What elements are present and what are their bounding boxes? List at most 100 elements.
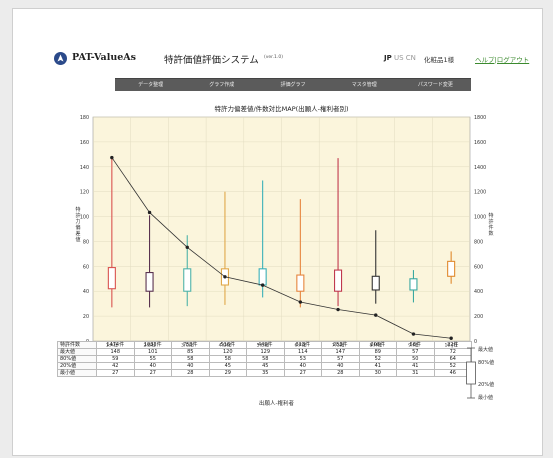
- y-tick-right: 1400: [474, 165, 486, 171]
- table-row: 最大値 148 101 85 120 129 114 147 89 57 72: [57, 348, 472, 356]
- menu-password[interactable]: パスワード変更: [417, 82, 453, 88]
- table-cell: 59: [96, 355, 135, 363]
- menu-graph-create[interactable]: グラフ作成: [209, 82, 235, 88]
- y-tick-left: 160: [80, 140, 89, 146]
- table-cell: 753件: [171, 341, 210, 349]
- box-body: [409, 278, 418, 291]
- table-cell: 28: [321, 369, 360, 377]
- lang-us-link[interactable]: US: [393, 54, 404, 62]
- table-cell: 1474件: [96, 341, 135, 349]
- table-cell: 58: [208, 355, 247, 363]
- lang-cn-link[interactable]: CN: [405, 54, 416, 62]
- y-tick-right: 0: [474, 339, 477, 345]
- y-tick-right: 800: [474, 239, 483, 245]
- table-cell: 120: [208, 348, 247, 356]
- menu-eval-graph[interactable]: 評価グラフ: [280, 82, 306, 88]
- table-cell: 40: [171, 362, 210, 370]
- table-cell: 253件: [321, 341, 360, 349]
- y-tick-right: 1000: [474, 215, 486, 221]
- table-cell: 27: [133, 369, 172, 377]
- y-axis-label-left: 特許力偏差値: [75, 206, 80, 243]
- table-row-label: 最小値: [57, 369, 97, 377]
- box-body: [107, 267, 116, 290]
- table-cell: 30: [358, 369, 397, 377]
- table-row-label: 80%値: [57, 355, 97, 363]
- y-axis-label-right: 特許件数: [488, 212, 493, 237]
- box-body: [333, 269, 343, 292]
- table-row: 20%値 42 40 40 45 45 40 40 41 41 52: [57, 362, 472, 370]
- help-logout-links[interactable]: ヘルプ|ログアウト: [475, 56, 530, 64]
- box-body: [296, 274, 305, 292]
- app-header: PAT-ValueAs 特許価値評価システム (ver.1.0) JP US C…: [54, 52, 529, 66]
- table-cell: 29: [208, 369, 247, 377]
- table-cell: 41: [358, 362, 397, 370]
- y-tick-left: 140: [80, 165, 89, 171]
- table-cell: 27: [283, 369, 322, 377]
- table-cell: 85: [171, 348, 210, 356]
- app-logo-icon: [54, 52, 67, 65]
- table-cell: 27: [96, 369, 135, 377]
- table-row: 最小値 27 27 28 29 35 27 28 30 31 46: [57, 369, 472, 377]
- y-tick-left: 100: [80, 215, 89, 221]
- table-row-label: 最大値: [57, 348, 97, 356]
- count-point: [336, 307, 340, 312]
- table-row-label: 20%値: [57, 362, 97, 370]
- legend-p80: 80%値: [478, 360, 495, 366]
- stats-table: 特許件数 1474件 1033件 753件 516件 449件 313件 253件 208件 56…: [57, 341, 472, 377]
- app-name: PAT-ValueAs: [72, 52, 136, 63]
- y-tick-right: 1800: [474, 115, 486, 121]
- y-tick-right: 600: [474, 264, 483, 270]
- table-cell: 148: [96, 348, 135, 356]
- count-point: [185, 245, 189, 249]
- table-cell: 40: [283, 362, 322, 370]
- version-label: (ver.1.0): [264, 55, 283, 60]
- box-body: [447, 260, 456, 277]
- legend-max: 最大値: [478, 347, 494, 353]
- lang-jp-link[interactable]: JP: [384, 54, 392, 62]
- table-cell: 57: [321, 355, 360, 363]
- count-point: [374, 313, 378, 317]
- box-legend: 最大値 80%値 20%値 最小値: [464, 346, 534, 402]
- table-cell: 1033件: [133, 341, 172, 349]
- box-body: [183, 268, 192, 292]
- table-cell: 114: [283, 348, 322, 356]
- table-cell: 55: [133, 355, 172, 363]
- box-body: [258, 268, 267, 286]
- count-point: [411, 332, 416, 336]
- box-body: [371, 275, 380, 291]
- table-cell: 31: [396, 369, 435, 377]
- y-tick-left: 120: [80, 190, 89, 196]
- y-tick-right: 1200: [474, 190, 486, 196]
- y-tick-left: 180: [80, 115, 89, 121]
- legend-box-icon: [466, 347, 476, 399]
- table-cell: 40: [321, 362, 360, 370]
- menu-master[interactable]: マスタ管理: [351, 82, 377, 88]
- table-cell: 53: [283, 355, 322, 363]
- table-cell: 28: [171, 369, 210, 377]
- table-cell: 41: [396, 362, 435, 370]
- count-line: [111, 157, 452, 339]
- table-cell: 45: [208, 362, 247, 370]
- table-row: 特許件数 1474件 1033件 753件 516件 449件 313件 253件 208件 56…: [57, 341, 472, 349]
- count-point: [110, 155, 114, 160]
- y-tick-left: 80: [83, 239, 89, 245]
- table-cell: 313件: [283, 341, 322, 349]
- table-cell: 42: [96, 362, 135, 370]
- count-point: [298, 300, 303, 304]
- table-row-label: 特許件数: [57, 341, 97, 349]
- menu-data[interactable]: データ整理: [138, 82, 164, 88]
- table-cell: 147: [321, 348, 360, 356]
- table-cell: 56件: [396, 341, 435, 349]
- count-point: [147, 210, 152, 215]
- table-cell: 40: [133, 362, 172, 370]
- table-cell: 101: [133, 348, 172, 356]
- x-axis-label: 出願人-権利者: [259, 401, 294, 407]
- table-cell: 89: [358, 348, 397, 356]
- table-cell: 58: [171, 355, 210, 363]
- legend-min: 最小値: [478, 395, 494, 401]
- y-tick-right: 400: [474, 289, 483, 295]
- y-tick-left: 40: [83, 289, 89, 295]
- y-tick-left: 20: [83, 314, 89, 320]
- stats-table-wrap: 特許件数 1474件 1033件 753件 516件 449件 313件 253件 208件 56…: [57, 341, 472, 377]
- y-tick-right: 1600: [474, 140, 486, 146]
